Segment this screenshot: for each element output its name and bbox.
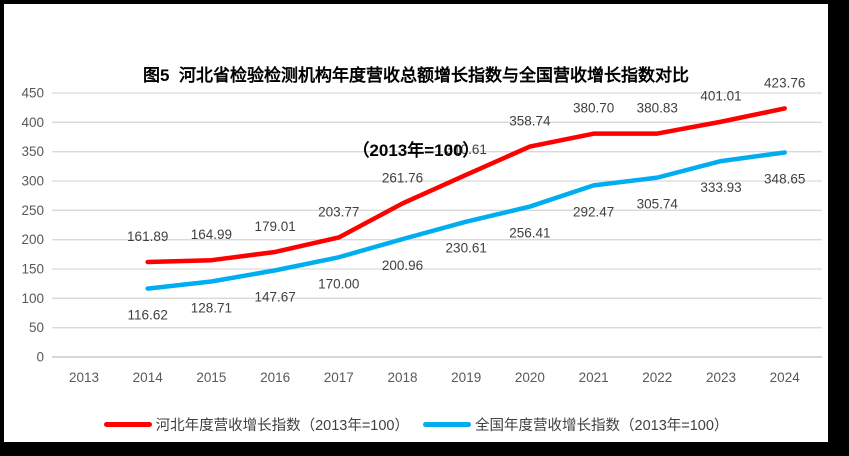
chart-panel: [4, 4, 828, 442]
y-tick-label: 300: [21, 174, 44, 189]
y-tick-label: 400: [21, 115, 44, 130]
data-label: 380.70: [573, 101, 614, 116]
x-tick-label: 2022: [642, 370, 672, 385]
data-label: 310.61: [446, 142, 487, 157]
x-tick-label: 2020: [515, 370, 545, 385]
data-label: 147.67: [254, 289, 295, 304]
x-tick-label: 2013: [69, 370, 99, 385]
data-label: 164.99: [191, 227, 232, 242]
x-tick-label: 2023: [706, 370, 736, 385]
data-label: 305.74: [637, 197, 679, 212]
y-tick-label: 50: [29, 320, 44, 335]
data-label: 380.83: [637, 101, 678, 116]
chart-legend: 河北年度营收增长指数（2013年=100） 全国年度营收增长指数（2013年=1…: [4, 414, 828, 435]
series-line-0: [145, 106, 787, 265]
legend-line-swatch-red: [103, 422, 152, 427]
x-tick-label: 2018: [387, 370, 417, 385]
x-tick-label: 2014: [133, 370, 164, 385]
x-tick-label: 2024: [770, 370, 801, 385]
data-label: 292.47: [573, 204, 614, 219]
legend-label-national: 全国年度营收增长指数（2013年=100）: [475, 418, 729, 434]
y-tick-label: 350: [21, 144, 44, 159]
data-label: 200.96: [382, 258, 423, 273]
y-tick-label: 450: [21, 86, 44, 101]
chart-title-line2: （2013年=100）: [352, 141, 480, 160]
data-label: 256.41: [509, 226, 550, 241]
legend-line-swatch-blue: [423, 422, 471, 427]
data-label: 128.71: [191, 300, 232, 315]
legend-item-hebei: 河北年度营收增长指数（2013年=100）: [103, 414, 409, 435]
data-label: 116.62: [128, 308, 168, 323]
data-label: 179.01: [254, 219, 295, 234]
x-tick-label: 2019: [451, 370, 481, 385]
chart-title: 图5 河北省检验检测机构年度营收总额增长指数与全国营收增长指数对比 （2013年…: [4, 13, 828, 213]
data-label: 348.65: [764, 171, 805, 186]
y-tick-label: 0: [36, 350, 44, 365]
data-label: 333.93: [700, 180, 741, 195]
legend-item-national: 全国年度营收增长指数（2013年=100）: [423, 414, 728, 435]
x-tick-label: 2017: [324, 370, 354, 385]
chart-title-line1: 图5 河北省检验检测机构年度营收总额增长指数与全国营收增长指数对比: [143, 66, 689, 85]
data-label: 161.89: [127, 229, 168, 244]
series-line-1: [145, 150, 787, 291]
data-label: 203.77: [318, 204, 359, 219]
x-tick-label: 2015: [196, 370, 226, 385]
x-tick-label: 2021: [579, 370, 609, 385]
x-tick-label: 2016: [260, 370, 290, 385]
legend-label-hebei: 河北年度营收增长指数（2013年=100）: [155, 418, 409, 434]
data-label: 423.76: [764, 75, 805, 90]
y-tick-label: 200: [21, 232, 44, 247]
data-label: 358.74: [509, 114, 551, 129]
y-tick-label: 100: [21, 291, 44, 306]
data-label: 261.76: [382, 170, 423, 185]
data-label: 230.61: [446, 241, 487, 256]
y-tick-label: 150: [21, 262, 44, 277]
data-label: 170.00: [318, 276, 359, 291]
y-tick-label: 250: [21, 203, 44, 218]
data-label: 401.01: [700, 89, 741, 104]
